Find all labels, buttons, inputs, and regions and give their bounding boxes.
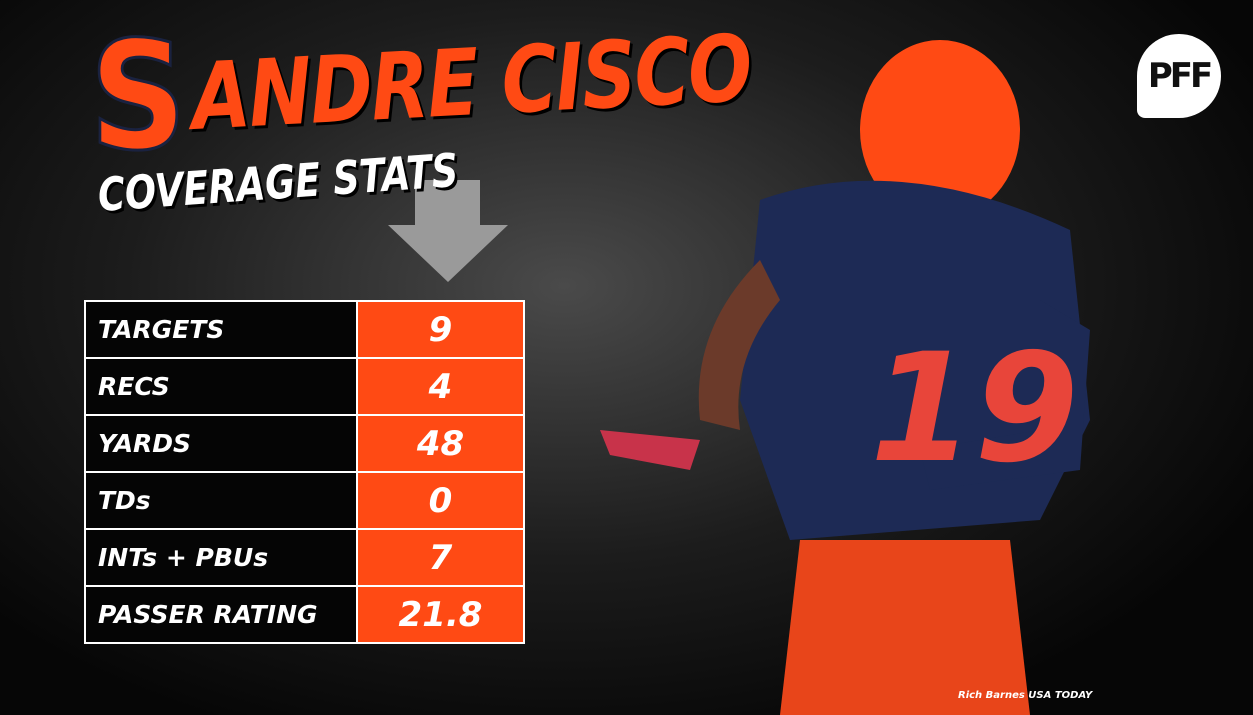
- stat-label: PASSER RATING: [84, 585, 358, 644]
- stat-row: RECS 4: [84, 357, 525, 416]
- stat-label: TARGETS: [84, 300, 358, 359]
- brand-logo: PFF: [1137, 34, 1221, 118]
- stat-label: TDs: [84, 471, 358, 530]
- stat-label: YARDS: [84, 414, 358, 473]
- stat-value: 7: [356, 528, 525, 587]
- stats-table: TARGETS 9 RECS 4 YARDS 48 TDs 0 INTs + PBUs 7 PASS…: [84, 300, 525, 644]
- stat-label: INTs + PBUs: [84, 528, 358, 587]
- stat-value: 9: [356, 300, 525, 359]
- arrow: [388, 180, 508, 282]
- stat-row: YARDS 48: [84, 414, 525, 473]
- stat-label: RECS: [84, 357, 358, 416]
- stat-value: 0: [356, 471, 525, 530]
- photo-credit: Rich Barnes USA TODAY: [958, 690, 1093, 701]
- stat-value: 21.8: [356, 585, 525, 644]
- stat-value: 48: [356, 414, 525, 473]
- stat-row: INTs + PBUs 7: [84, 528, 525, 587]
- stat-row: PASSER RATING 21.8: [84, 585, 525, 644]
- stat-value: 4: [356, 357, 525, 416]
- stat-row: TDs 0: [84, 471, 525, 530]
- svg-text:19: 19: [870, 322, 1079, 496]
- stat-row: TARGETS 9: [84, 300, 525, 359]
- team-logo: S: [88, 10, 188, 184]
- player: 19: [600, 40, 1090, 715]
